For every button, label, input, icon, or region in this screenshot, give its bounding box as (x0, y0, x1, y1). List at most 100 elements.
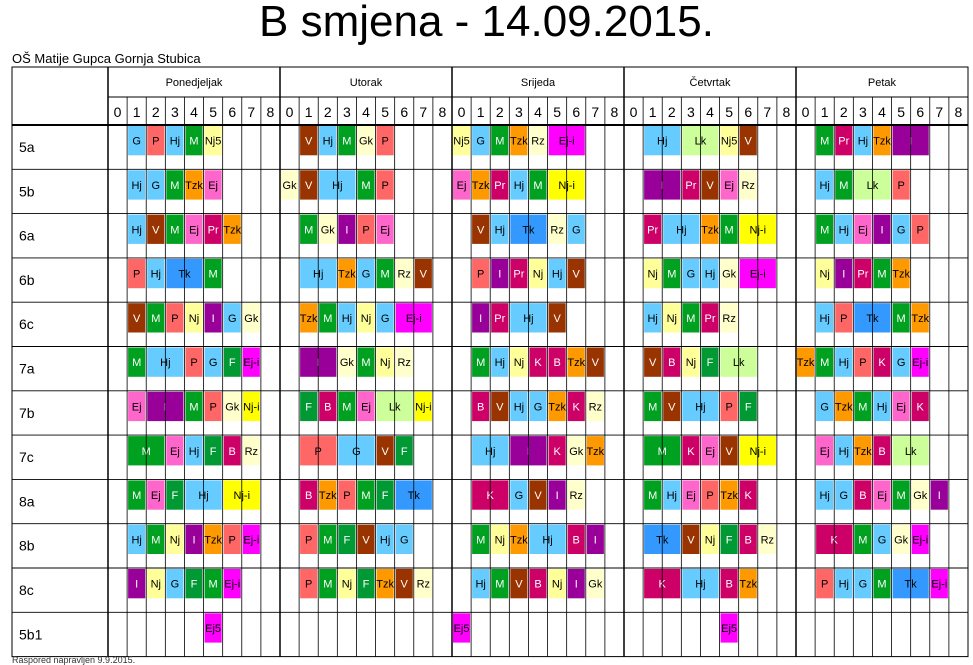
lesson-block (376, 569, 394, 599)
lesson-block (300, 303, 318, 333)
lesson-label: B (745, 534, 752, 546)
lesson-block (204, 170, 222, 200)
lesson-block (720, 170, 738, 200)
lesson-label: Nj (361, 313, 371, 325)
period-number: 4 (362, 104, 370, 120)
lesson-label: G (151, 180, 160, 192)
lesson-label: B (859, 490, 866, 502)
lesson-block (739, 480, 757, 510)
lesson-block (739, 126, 757, 156)
lesson-block (529, 126, 547, 156)
lesson-block (892, 524, 910, 554)
lesson-label: V (496, 401, 504, 413)
lesson-block (491, 303, 509, 333)
class-label: 6b (19, 272, 35, 288)
lesson-block (682, 524, 700, 554)
lesson-label: Ej5 (205, 623, 221, 635)
lesson-block (185, 347, 203, 377)
lesson-block (128, 391, 146, 422)
lesson-block (797, 347, 815, 377)
lesson-block (185, 126, 203, 156)
lesson-label: M (667, 269, 676, 281)
lesson-label: M (381, 269, 390, 281)
lesson-label: Tzk (338, 269, 356, 281)
lesson-block (682, 480, 700, 510)
period-number: 7 (419, 104, 427, 120)
lesson-block (663, 258, 681, 289)
lesson-block (892, 480, 910, 510)
lesson-label: Pr (208, 224, 219, 236)
lesson-block (911, 391, 929, 422)
lesson-block (472, 303, 490, 333)
period-number: 0 (286, 104, 294, 120)
lesson-label: F (305, 401, 312, 413)
lesson-label: Nj (495, 534, 505, 546)
lesson-label: Nj (819, 269, 829, 281)
day-header: Četvrtak (690, 76, 731, 89)
period-number: 3 (859, 104, 867, 120)
lesson-label: P (190, 357, 197, 369)
lesson-label: Gk (321, 224, 336, 236)
lesson-label: P (706, 490, 713, 502)
lesson-block (663, 303, 681, 333)
lesson-block (128, 303, 146, 333)
lesson-block (242, 391, 260, 422)
lesson-label: Hj (189, 446, 199, 458)
period-number: 4 (534, 104, 542, 120)
lesson-block (414, 258, 432, 289)
period-number: 0 (114, 104, 122, 120)
lesson-block (357, 303, 375, 333)
lesson-block (376, 214, 394, 244)
lesson-block (529, 258, 547, 289)
lesson-block (816, 391, 834, 422)
lesson-label: M (323, 313, 332, 325)
lesson-label: Tzk (185, 180, 203, 192)
lesson-label: Ej-i (912, 534, 928, 546)
lesson-block (701, 303, 719, 333)
lesson-block (873, 258, 891, 289)
lesson-block (720, 391, 738, 422)
lesson-label: Nj (647, 269, 657, 281)
lesson-block (644, 347, 662, 377)
period-number: 0 (802, 104, 810, 120)
lesson-block (376, 258, 394, 289)
lesson-label: Hj (839, 446, 849, 458)
lesson-block (644, 480, 662, 510)
lesson-label: P (171, 313, 178, 325)
period-number: 6 (744, 104, 752, 120)
lesson-block (548, 391, 566, 422)
lesson-label: F (172, 490, 179, 502)
period-number: 4 (190, 104, 198, 120)
lesson-block (357, 126, 375, 156)
lesson-block (357, 170, 375, 200)
lesson-label: Gk (569, 446, 584, 458)
lesson-label: Nj (552, 579, 562, 591)
period-number: 5 (553, 104, 561, 120)
lesson-label: Hj (342, 313, 352, 325)
lesson-block (567, 569, 585, 599)
lesson-label: Ej (877, 490, 887, 502)
period-number: 3 (687, 104, 695, 120)
lesson-block (739, 170, 757, 200)
lesson-block (300, 214, 318, 244)
lesson-block (682, 436, 700, 466)
lesson-block (835, 214, 853, 244)
lesson-block (701, 258, 719, 289)
lesson-label: F (229, 357, 236, 369)
lesson-label: M (858, 534, 867, 546)
lesson-block (854, 214, 872, 244)
lesson-block (510, 480, 528, 510)
lesson-block (300, 524, 318, 554)
lesson-block (586, 391, 604, 422)
lesson-block (300, 170, 318, 200)
lesson-block (223, 524, 241, 554)
lesson-label: Tzk (873, 136, 891, 148)
lesson-label: Ej5 (454, 623, 470, 635)
lesson-label: V (152, 224, 160, 236)
lesson-label: Tzk (720, 490, 738, 502)
lesson-block (147, 524, 165, 554)
lesson-label: M (495, 579, 504, 591)
class-label: 6c (19, 316, 34, 332)
lesson-block (166, 436, 184, 466)
lesson-block (930, 569, 948, 599)
